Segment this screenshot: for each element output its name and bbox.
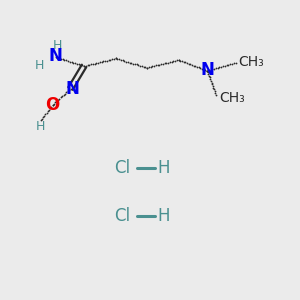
Text: O: O <box>45 96 59 114</box>
Text: CH₃: CH₃ <box>238 55 264 68</box>
Text: H: H <box>35 59 45 72</box>
Text: Cl: Cl <box>114 159 130 177</box>
Text: Cl: Cl <box>114 207 130 225</box>
Text: H: H <box>52 39 62 52</box>
Text: CH₃: CH₃ <box>219 91 245 104</box>
Text: N: N <box>200 61 214 79</box>
Text: N: N <box>49 47 62 65</box>
Text: H: H <box>36 119 45 133</box>
Text: H: H <box>158 207 170 225</box>
Text: N: N <box>65 80 79 98</box>
Text: H: H <box>158 159 170 177</box>
